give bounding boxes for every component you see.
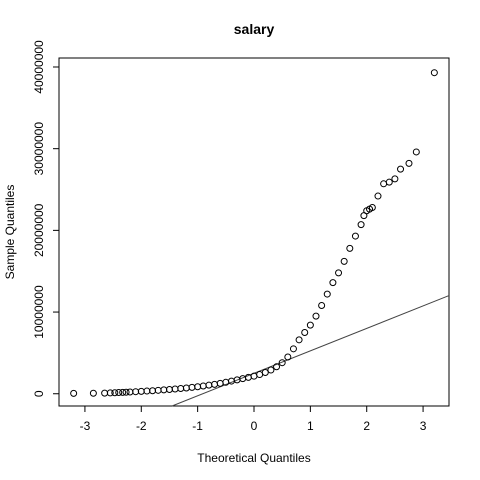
- point: [306, 321, 314, 329]
- point: [171, 385, 179, 393]
- point: [273, 363, 281, 371]
- point: [391, 175, 399, 183]
- point: [205, 381, 213, 389]
- point: [318, 302, 326, 310]
- point: [385, 178, 393, 186]
- point: [301, 328, 309, 336]
- point: [89, 389, 97, 397]
- point: [143, 387, 151, 395]
- point: [312, 312, 320, 320]
- point: [122, 388, 130, 396]
- point: [405, 159, 413, 167]
- point: [340, 257, 348, 265]
- point: [101, 389, 109, 397]
- point: [430, 69, 438, 77]
- point: [165, 385, 173, 393]
- point: [211, 380, 219, 388]
- y-tick-label: 10000000: [32, 285, 46, 339]
- point: [199, 382, 207, 390]
- x-tick-label: -3: [80, 419, 91, 433]
- point: [412, 148, 420, 156]
- x-tick-label: 1: [307, 419, 314, 433]
- point: [256, 371, 264, 379]
- point: [374, 192, 382, 200]
- x-tick-label: 3: [420, 419, 427, 433]
- x-tick-label: -1: [192, 419, 203, 433]
- point: [70, 389, 78, 397]
- point: [278, 359, 286, 367]
- x-tick-label: 2: [363, 419, 370, 433]
- x-axis-label: Theoretical Quantiles: [197, 451, 310, 465]
- x-tick-label: -2: [136, 419, 147, 433]
- point: [295, 336, 303, 344]
- point: [335, 269, 343, 277]
- y-tick-label: 20000000: [32, 203, 46, 257]
- point: [346, 244, 354, 252]
- x-tick-label: 0: [251, 419, 258, 433]
- point: [380, 180, 388, 188]
- y-axis-label: Sample Quantiles: [3, 185, 17, 280]
- point: [115, 389, 123, 397]
- point: [137, 387, 145, 395]
- point: [323, 290, 331, 298]
- plot-frame: [58, 57, 450, 407]
- point: [182, 384, 190, 392]
- point: [106, 389, 114, 397]
- chart-title: salary: [234, 21, 275, 37]
- point: [250, 372, 258, 380]
- point: [149, 387, 157, 395]
- point: [160, 386, 168, 394]
- y-tick-label: 30000000: [32, 122, 46, 176]
- point: [111, 389, 119, 397]
- point: [329, 279, 337, 287]
- point: [289, 345, 297, 353]
- point: [284, 353, 292, 361]
- reference-line: [171, 295, 450, 407]
- point: [154, 386, 162, 394]
- point: [177, 385, 185, 393]
- point: [126, 388, 134, 396]
- point: [351, 232, 359, 240]
- point: [368, 203, 376, 211]
- point: [267, 366, 275, 374]
- point: [188, 383, 196, 391]
- y-tick-label: 0: [32, 390, 46, 397]
- point: [397, 165, 405, 173]
- point: [216, 379, 224, 387]
- point: [261, 369, 269, 377]
- y-tick-label: 40000000: [32, 40, 46, 94]
- point: [194, 383, 202, 391]
- point: [357, 221, 365, 229]
- point: [132, 388, 140, 396]
- point: [119, 388, 127, 396]
